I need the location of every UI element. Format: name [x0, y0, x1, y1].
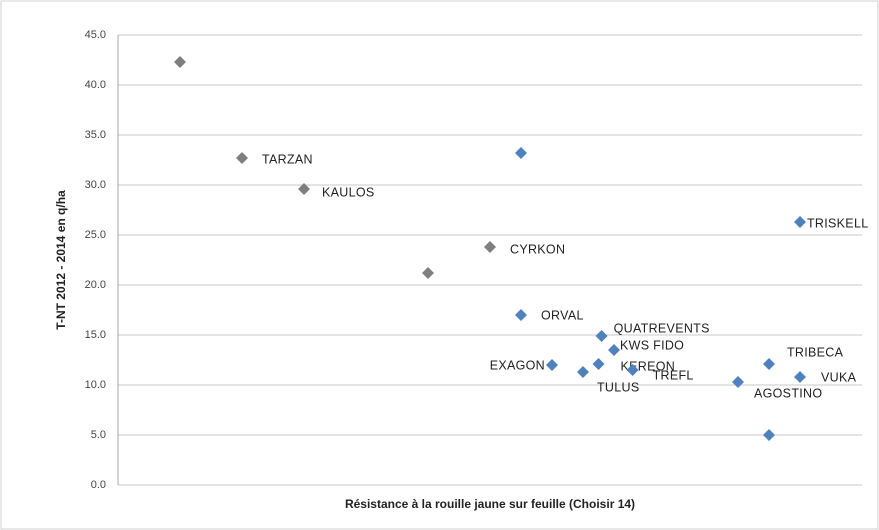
point-label: TULUS [597, 380, 639, 394]
x-axis-title: Résistance à la rouille jaune sur feuill… [345, 497, 635, 511]
y-tick-label: 15.0 [85, 329, 106, 341]
y-tick-label: 25.0 [85, 229, 106, 241]
point-label: TRIBECA [787, 345, 844, 359]
y-axis-title: T-NT 2012 - 2014 en q/ha [54, 190, 68, 330]
y-tick-label: 10.0 [85, 379, 106, 391]
point-label: QUATREVENTS [614, 321, 710, 335]
point [546, 359, 558, 371]
point [592, 358, 605, 370]
point [484, 241, 496, 253]
point [422, 267, 434, 279]
y-tick-label: 35.0 [85, 129, 106, 141]
point-label: VUKA [821, 370, 857, 384]
y-tick-label: 20.0 [85, 279, 106, 291]
point-label: ORVAL [541, 308, 584, 322]
point [763, 429, 775, 441]
point [794, 371, 806, 383]
point [298, 183, 310, 195]
y-tick-label: 45.0 [85, 29, 106, 41]
point-label: EXAGON [490, 358, 545, 372]
point [595, 330, 608, 342]
point-label: KWS FIDO [620, 338, 684, 352]
point-label: TREFL [653, 368, 694, 382]
y-tick-label: 0.0 [91, 479, 106, 491]
point [732, 376, 744, 388]
point [763, 358, 775, 370]
y-tick-label: 5.0 [91, 429, 106, 441]
point [577, 366, 589, 378]
point [626, 364, 639, 376]
point [515, 147, 527, 159]
point [608, 344, 620, 356]
point-label: CYRKON [510, 242, 565, 256]
point-label: AGOSTINO [754, 386, 822, 400]
y-tick-label: 30.0 [85, 179, 106, 191]
point-label: KAULOS [322, 185, 375, 199]
point [174, 56, 186, 68]
point [794, 216, 806, 228]
y-tick-label: 40.0 [85, 79, 106, 91]
point-label: TRISKELL [807, 216, 868, 230]
point-label: TARZAN [262, 152, 313, 166]
point [236, 152, 248, 164]
point [515, 309, 527, 321]
